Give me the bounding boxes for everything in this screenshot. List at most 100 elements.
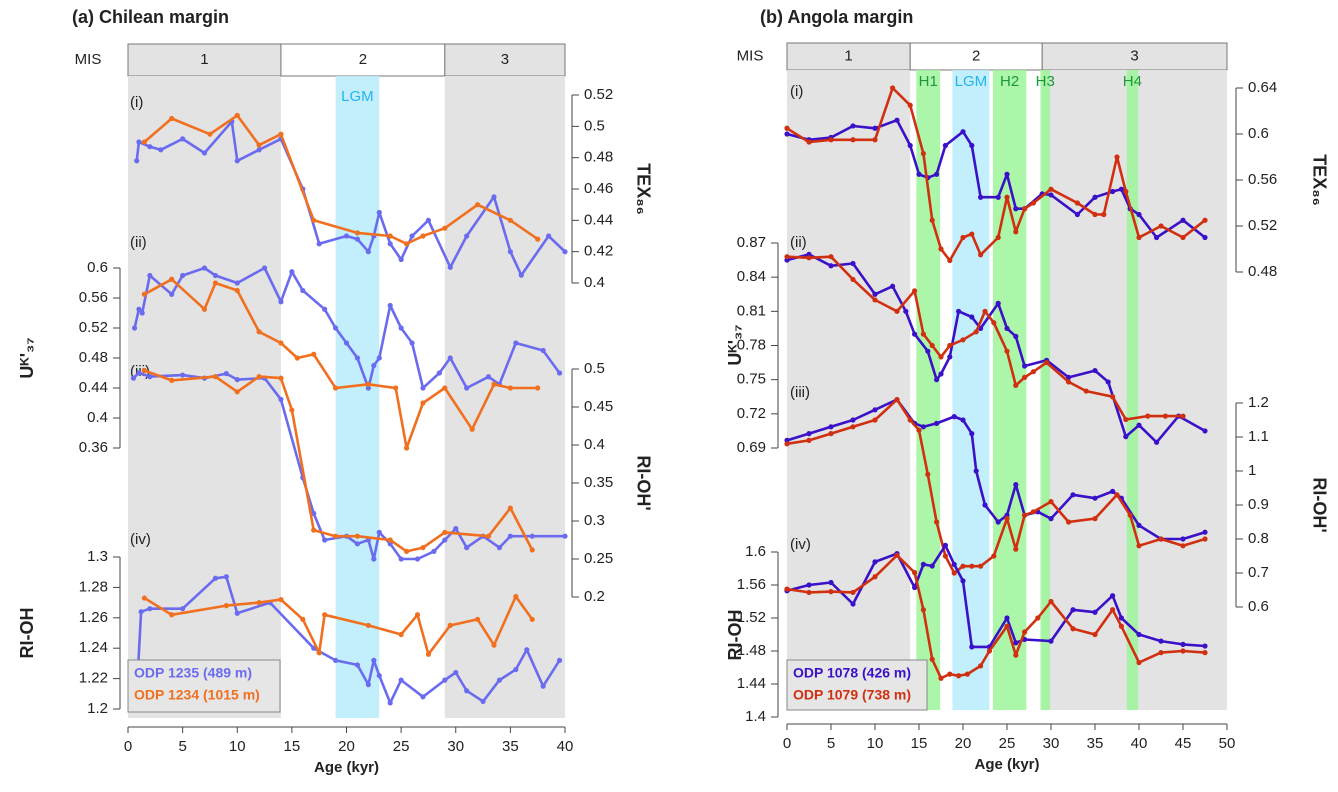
data-point xyxy=(934,377,940,383)
data-point xyxy=(207,131,213,137)
x-tick-label: 5 xyxy=(827,735,835,752)
x-axis-label: Age (kyr) xyxy=(974,756,1039,773)
data-point xyxy=(929,217,935,223)
data-point xyxy=(134,158,140,164)
data-point xyxy=(951,570,957,576)
data-point xyxy=(920,607,927,613)
data-point xyxy=(365,682,371,688)
data-point xyxy=(180,272,186,279)
data-point xyxy=(420,400,426,406)
data-point xyxy=(387,302,393,309)
y-tick-label: 1.24 xyxy=(79,639,108,656)
data-point xyxy=(1048,516,1054,522)
subplot-label: (iv) xyxy=(790,536,811,553)
data-point xyxy=(256,600,262,606)
y-tick-label: 0.5 xyxy=(584,360,605,377)
data-point xyxy=(1180,648,1186,654)
data-point xyxy=(828,263,834,269)
data-point xyxy=(920,150,927,157)
legend-box xyxy=(127,659,281,713)
data-point xyxy=(354,533,361,539)
data-point xyxy=(212,280,218,286)
data-point xyxy=(925,471,931,477)
data-point xyxy=(256,142,262,148)
data-point xyxy=(354,355,361,361)
data-point xyxy=(978,194,984,200)
data-point xyxy=(376,672,382,679)
data-point xyxy=(1092,631,1098,638)
y-axis-label: RI-OH xyxy=(17,608,37,659)
data-point xyxy=(485,374,492,380)
data-point xyxy=(491,381,497,387)
data-point xyxy=(1123,188,1129,195)
data-point xyxy=(929,563,935,569)
data-point xyxy=(1030,509,1036,515)
x-tick-label: 10 xyxy=(229,738,246,755)
event-band xyxy=(992,70,1027,710)
data-point xyxy=(431,548,437,555)
data-point xyxy=(947,257,953,264)
data-point xyxy=(1048,192,1054,198)
data-point xyxy=(1202,536,1208,542)
x-tick-label: 35 xyxy=(1087,735,1104,752)
x-tick-label: 40 xyxy=(1131,735,1148,752)
data-point xyxy=(973,329,979,335)
data-point xyxy=(535,385,541,391)
data-point xyxy=(425,651,432,657)
data-point xyxy=(1013,640,1019,646)
data-point xyxy=(890,283,896,289)
data-point xyxy=(442,385,448,391)
x-tick-label: 50 xyxy=(1219,735,1236,752)
data-point xyxy=(387,541,393,547)
y-tick-label: 0.35 xyxy=(584,474,613,491)
data-point xyxy=(540,683,546,689)
data-point xyxy=(1202,529,1208,535)
y-tick-label: 1.4 xyxy=(745,708,766,725)
y-tick-label: 1 xyxy=(1248,462,1256,479)
data-point xyxy=(929,656,935,662)
x-tick-label: 15 xyxy=(284,738,301,755)
y-tick-label: 1.26 xyxy=(79,609,108,626)
data-point xyxy=(978,563,984,569)
data-point xyxy=(934,171,940,177)
data-point xyxy=(1092,516,1098,522)
y-tick-label: 0.45 xyxy=(584,398,613,415)
data-point xyxy=(1044,359,1050,366)
data-point xyxy=(141,367,147,374)
y-tick-label: 1.2 xyxy=(87,700,108,717)
data-point xyxy=(1013,206,1019,212)
data-point xyxy=(141,139,147,145)
data-point xyxy=(938,246,944,252)
data-point xyxy=(354,541,361,547)
data-point xyxy=(376,529,382,536)
data-point xyxy=(398,556,404,562)
data-point xyxy=(1048,186,1054,192)
data-point xyxy=(1074,211,1080,218)
data-point xyxy=(806,589,812,596)
data-point xyxy=(1030,200,1036,206)
y-axis-label: RI-OH' xyxy=(1309,477,1329,532)
data-point xyxy=(169,377,175,383)
data-point xyxy=(912,288,918,294)
data-point xyxy=(894,308,900,314)
y-tick-label: 1.1 xyxy=(1248,428,1269,445)
data-point xyxy=(806,255,812,261)
data-point xyxy=(1180,217,1186,223)
data-point xyxy=(960,129,966,135)
data-point xyxy=(1022,374,1028,380)
legend-box xyxy=(786,659,928,711)
data-point xyxy=(872,291,878,297)
x-tick-label: 35 xyxy=(502,738,519,755)
legend-entry: ODP 1078 (426 m) xyxy=(793,665,911,681)
data-point xyxy=(513,340,519,346)
series-line xyxy=(133,266,561,390)
y-tick-label: 0.6 xyxy=(1248,125,1269,142)
data-point xyxy=(496,677,503,683)
data-point xyxy=(1004,194,1010,200)
data-point xyxy=(398,677,404,683)
stage-background xyxy=(444,76,565,718)
data-point xyxy=(138,609,144,615)
data-point xyxy=(300,616,306,622)
data-point xyxy=(1048,638,1054,644)
data-point xyxy=(969,644,975,650)
